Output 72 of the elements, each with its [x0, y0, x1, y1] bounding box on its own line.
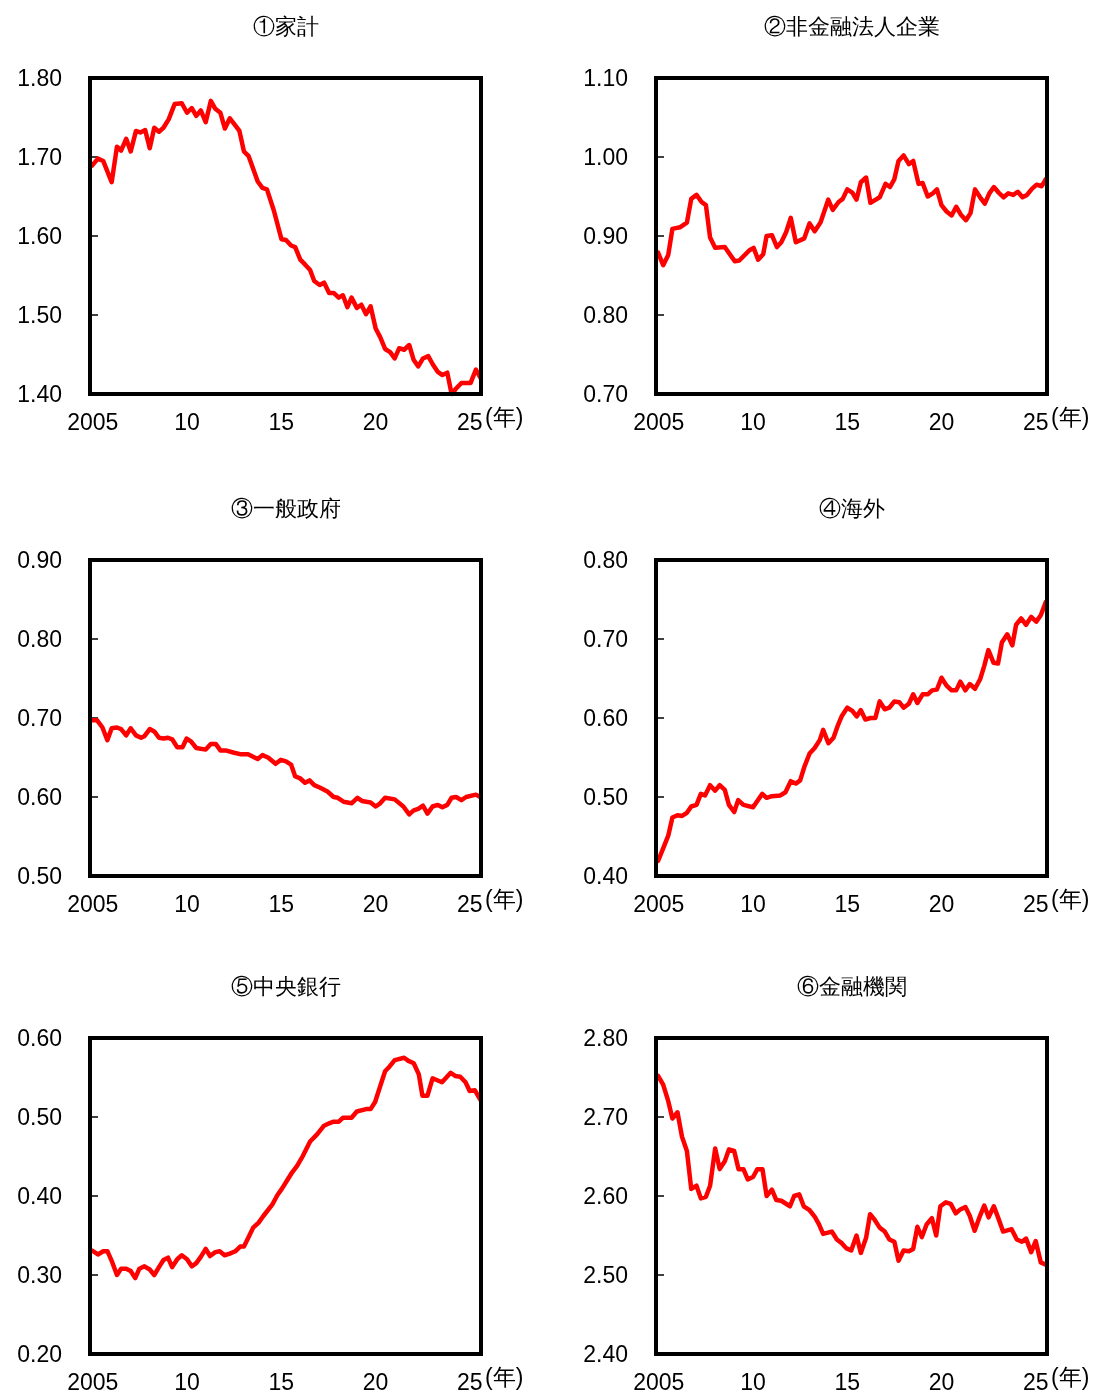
x-axis-title: (年): [1051, 404, 1090, 430]
y-tick-label: 0.70: [583, 381, 628, 407]
y-tick-label: 0.40: [583, 863, 628, 889]
y-tick-label: 0.80: [17, 626, 62, 652]
x-tick-label: 25: [456, 409, 483, 435]
x-tick-label: 2005: [67, 1369, 119, 1394]
x-axis-title: (年): [485, 886, 524, 912]
y-tick-label: 1.50: [17, 302, 62, 328]
y-tick-label: 2.50: [583, 1262, 628, 1288]
y-tick-label: 1.60: [17, 223, 62, 249]
y-tick-label: 0.50: [17, 863, 62, 889]
chart-title: ③一般政府: [230, 496, 341, 521]
x-tick-label: 20: [928, 409, 955, 435]
y-tick-label: 0.60: [583, 705, 628, 731]
y-tick-label: 0.60: [17, 784, 62, 810]
y-tick-label: 0.80: [583, 547, 628, 573]
y-tick-label: 2.80: [583, 1025, 628, 1051]
x-tick-label: 10: [740, 409, 766, 435]
x-tick-label: 10: [174, 891, 200, 917]
y-tick-label: 1.10: [583, 65, 628, 91]
y-tick-label: 1.40: [17, 381, 62, 407]
x-axis-title: (年): [1051, 1364, 1090, 1390]
x-tick-label: 15: [834, 891, 861, 917]
y-tick-label: 0.70: [583, 626, 628, 652]
y-tick-label: 0.40: [17, 1183, 62, 1209]
y-tick-label: 0.70: [17, 705, 62, 731]
y-tick-label: 1.80: [17, 65, 62, 91]
y-tick-label: 2.60: [583, 1183, 628, 1209]
x-tick-label: 20: [362, 1369, 389, 1394]
x-tick-label: 20: [928, 1369, 955, 1394]
chart-title: ⑤中央銀行: [230, 974, 341, 999]
x-tick-label: 15: [268, 1369, 295, 1394]
x-tick-label: 2005: [67, 891, 119, 917]
x-tick-label: 10: [740, 1369, 766, 1394]
x-tick-label: 10: [740, 891, 766, 917]
y-tick-label: 0.90: [583, 223, 628, 249]
x-axis-title: (年): [485, 404, 524, 430]
x-tick-label: 20: [362, 409, 389, 435]
y-tick-label: 2.70: [583, 1104, 628, 1130]
x-axis-title: (年): [1051, 886, 1090, 912]
y-tick-label: 2.40: [583, 1341, 628, 1367]
x-tick-label: 15: [834, 409, 861, 435]
y-tick-label: 0.60: [17, 1025, 62, 1051]
y-tick-label: 0.50: [583, 784, 628, 810]
x-tick-label: 10: [174, 409, 200, 435]
x-tick-label: 25: [456, 1369, 483, 1394]
x-tick-label: 10: [174, 1369, 200, 1394]
x-tick-label: 15: [834, 1369, 861, 1394]
x-tick-label: 15: [268, 409, 295, 435]
x-tick-label: 20: [928, 891, 955, 917]
chart-title: ①家計: [252, 14, 319, 39]
x-tick-label: 25: [1022, 1369, 1049, 1394]
y-tick-label: 0.20: [17, 1341, 62, 1367]
x-tick-label: 2005: [633, 891, 685, 917]
y-tick-label: 1.00: [583, 144, 628, 170]
x-axis-title: (年): [485, 1364, 524, 1390]
x-tick-label: 20: [362, 891, 389, 917]
x-tick-label: 25: [456, 891, 483, 917]
y-tick-label: 0.90: [17, 547, 62, 573]
x-tick-label: 15: [268, 891, 295, 917]
chart-title: ⑥金融機関: [796, 974, 907, 999]
y-tick-label: 0.80: [583, 302, 628, 328]
y-tick-label: 0.50: [17, 1104, 62, 1130]
x-tick-label: 25: [1022, 409, 1049, 435]
y-tick-label: 1.70: [17, 144, 62, 170]
x-tick-label: 25: [1022, 891, 1049, 917]
chart-title: ④海外: [818, 496, 885, 521]
x-tick-label: 2005: [67, 409, 119, 435]
chart-title: ②非金融法人企業: [763, 14, 940, 39]
x-tick-label: 2005: [633, 1369, 685, 1394]
x-tick-label: 2005: [633, 409, 685, 435]
y-tick-label: 0.30: [17, 1262, 62, 1288]
